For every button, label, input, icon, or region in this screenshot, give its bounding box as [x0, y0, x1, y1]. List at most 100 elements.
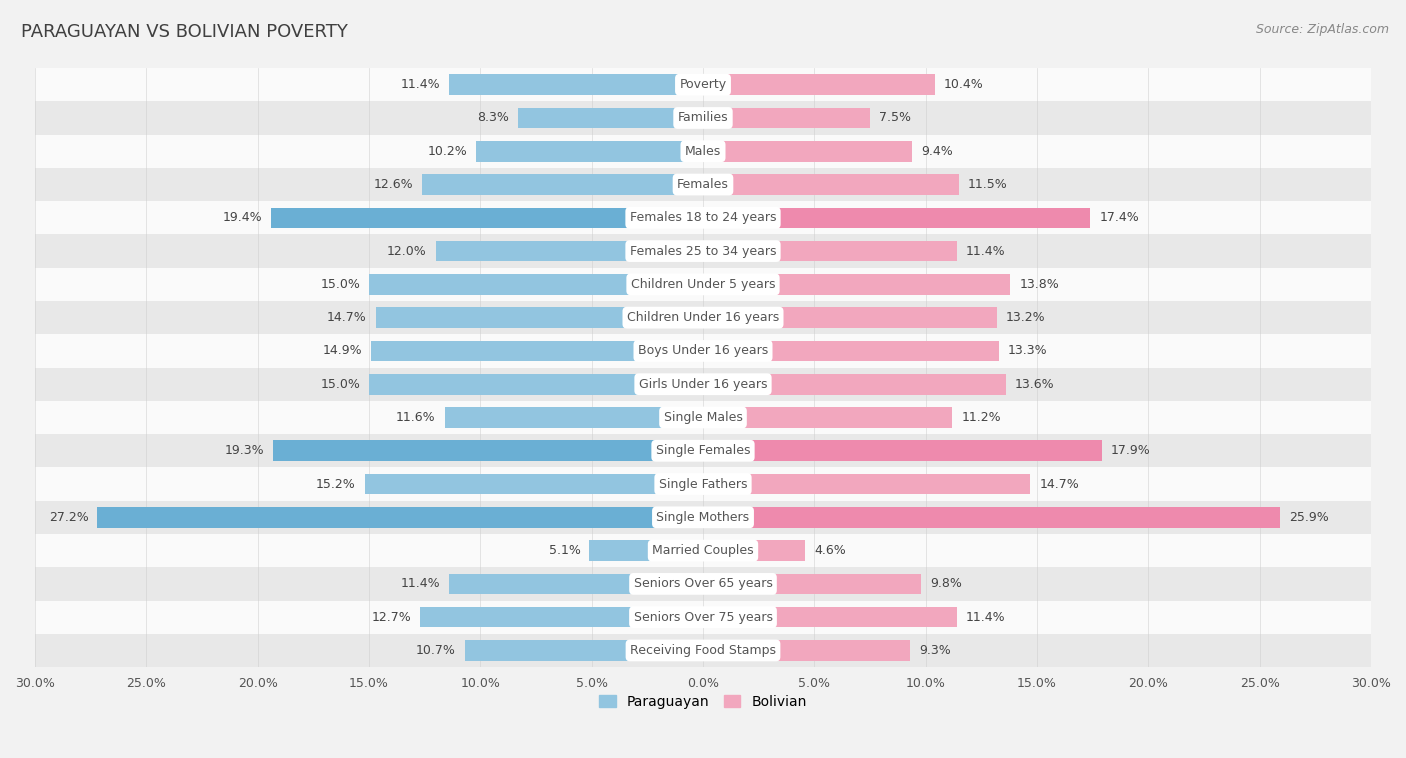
- Bar: [375, 307, 703, 328]
- Bar: [449, 74, 703, 95]
- Text: Seniors Over 75 years: Seniors Over 75 years: [634, 611, 772, 624]
- Text: 11.4%: 11.4%: [401, 578, 440, 590]
- Text: 13.6%: 13.6%: [1015, 377, 1054, 390]
- Bar: [35, 368, 1371, 401]
- Text: Males: Males: [685, 145, 721, 158]
- Text: 13.3%: 13.3%: [1008, 344, 1047, 358]
- Bar: [35, 434, 1371, 468]
- Text: 11.4%: 11.4%: [966, 611, 1005, 624]
- Bar: [35, 102, 1371, 135]
- Bar: [703, 141, 912, 161]
- Text: 15.0%: 15.0%: [321, 377, 360, 390]
- Text: 17.4%: 17.4%: [1099, 211, 1139, 224]
- Bar: [35, 301, 1371, 334]
- Text: Single Fathers: Single Fathers: [659, 478, 747, 490]
- Text: Families: Families: [678, 111, 728, 124]
- Text: 13.2%: 13.2%: [1005, 311, 1046, 324]
- Bar: [703, 641, 910, 661]
- Bar: [364, 474, 703, 494]
- Text: 19.4%: 19.4%: [222, 211, 262, 224]
- Text: 8.3%: 8.3%: [478, 111, 509, 124]
- Text: Married Couples: Married Couples: [652, 544, 754, 557]
- Text: 12.7%: 12.7%: [371, 611, 412, 624]
- Text: 17.9%: 17.9%: [1111, 444, 1150, 457]
- Bar: [35, 534, 1371, 567]
- Bar: [35, 634, 1371, 667]
- Bar: [35, 68, 1371, 102]
- Bar: [703, 507, 1279, 528]
- Bar: [589, 540, 703, 561]
- Text: Single Males: Single Males: [664, 411, 742, 424]
- Bar: [703, 174, 959, 195]
- Bar: [703, 274, 1011, 295]
- Text: Females: Females: [678, 178, 728, 191]
- Bar: [273, 440, 703, 461]
- Bar: [703, 307, 997, 328]
- Text: 7.5%: 7.5%: [879, 111, 911, 124]
- Text: Females 25 to 34 years: Females 25 to 34 years: [630, 245, 776, 258]
- Text: 10.7%: 10.7%: [416, 644, 456, 657]
- Text: 9.8%: 9.8%: [931, 578, 962, 590]
- Text: 14.7%: 14.7%: [1039, 478, 1078, 490]
- Bar: [35, 234, 1371, 268]
- Text: 15.2%: 15.2%: [316, 478, 356, 490]
- Bar: [449, 574, 703, 594]
- Bar: [703, 574, 921, 594]
- Bar: [368, 274, 703, 295]
- Bar: [703, 208, 1091, 228]
- Bar: [35, 567, 1371, 600]
- Text: 9.3%: 9.3%: [920, 644, 950, 657]
- Bar: [703, 241, 957, 262]
- Text: 9.4%: 9.4%: [921, 145, 953, 158]
- Bar: [420, 607, 703, 628]
- Text: 4.6%: 4.6%: [814, 544, 846, 557]
- Text: Poverty: Poverty: [679, 78, 727, 91]
- Text: Children Under 16 years: Children Under 16 years: [627, 311, 779, 324]
- Bar: [35, 468, 1371, 501]
- Bar: [444, 407, 703, 428]
- Bar: [271, 208, 703, 228]
- Text: 14.9%: 14.9%: [322, 344, 363, 358]
- Text: 10.2%: 10.2%: [427, 145, 467, 158]
- Text: 12.6%: 12.6%: [374, 178, 413, 191]
- Text: Females 18 to 24 years: Females 18 to 24 years: [630, 211, 776, 224]
- Bar: [35, 201, 1371, 234]
- Text: 25.9%: 25.9%: [1289, 511, 1329, 524]
- Text: 12.0%: 12.0%: [387, 245, 427, 258]
- Bar: [519, 108, 703, 128]
- Bar: [35, 135, 1371, 168]
- Text: Girls Under 16 years: Girls Under 16 years: [638, 377, 768, 390]
- Bar: [97, 507, 703, 528]
- Bar: [35, 401, 1371, 434]
- Text: 27.2%: 27.2%: [49, 511, 89, 524]
- Text: 11.2%: 11.2%: [962, 411, 1001, 424]
- Text: 19.3%: 19.3%: [225, 444, 264, 457]
- Bar: [703, 540, 806, 561]
- Text: 11.4%: 11.4%: [966, 245, 1005, 258]
- Text: PARAGUAYAN VS BOLIVIAN POVERTY: PARAGUAYAN VS BOLIVIAN POVERTY: [21, 23, 347, 41]
- Bar: [35, 334, 1371, 368]
- Text: Boys Under 16 years: Boys Under 16 years: [638, 344, 768, 358]
- Text: Source: ZipAtlas.com: Source: ZipAtlas.com: [1256, 23, 1389, 36]
- Bar: [703, 74, 935, 95]
- Bar: [436, 241, 703, 262]
- Text: Single Mothers: Single Mothers: [657, 511, 749, 524]
- Bar: [703, 474, 1031, 494]
- Bar: [35, 600, 1371, 634]
- Legend: Paraguayan, Bolivian: Paraguayan, Bolivian: [593, 689, 813, 714]
- Bar: [703, 108, 870, 128]
- Bar: [368, 374, 703, 394]
- Text: 15.0%: 15.0%: [321, 278, 360, 291]
- Bar: [35, 501, 1371, 534]
- Text: Children Under 5 years: Children Under 5 years: [631, 278, 775, 291]
- Bar: [703, 340, 1000, 362]
- Bar: [703, 607, 957, 628]
- Text: Seniors Over 65 years: Seniors Over 65 years: [634, 578, 772, 590]
- Bar: [371, 340, 703, 362]
- Text: 10.4%: 10.4%: [943, 78, 983, 91]
- Text: 13.8%: 13.8%: [1019, 278, 1059, 291]
- Bar: [703, 440, 1102, 461]
- Text: 11.5%: 11.5%: [967, 178, 1008, 191]
- Text: 14.7%: 14.7%: [328, 311, 367, 324]
- Bar: [465, 641, 703, 661]
